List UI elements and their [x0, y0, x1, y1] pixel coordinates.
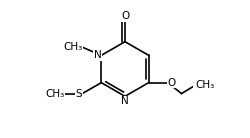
Text: N: N [94, 50, 101, 60]
Text: CH₃: CH₃ [195, 80, 214, 90]
Text: O: O [168, 78, 176, 88]
Text: CH₃: CH₃ [45, 89, 64, 99]
Text: CH₃: CH₃ [63, 42, 82, 52]
Text: S: S [76, 89, 82, 99]
Text: O: O [121, 11, 129, 21]
Text: N: N [121, 96, 129, 106]
